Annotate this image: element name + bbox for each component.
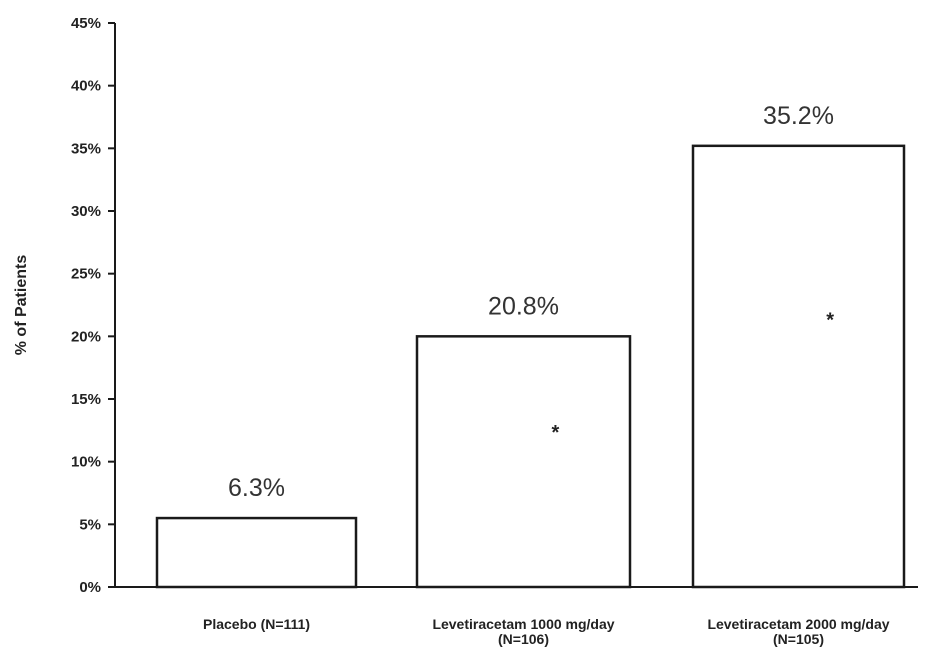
bar-value-label: 35.2%	[763, 102, 834, 130]
y-tick-label: 0%	[79, 579, 101, 596]
bars: 6.3% 20.8% * 35.2% *	[155, 102, 906, 589]
x-axis: Placebo (N=111) Levetiracetam 1000 mg/day…	[115, 586, 918, 647]
y-tick-label: 5%	[79, 516, 101, 533]
y-axis: 0% 5% 10% 15% 20% 25% 30% 35% 40% 45%	[71, 15, 116, 596]
bar	[155, 516, 358, 589]
x-category-label: (N=105)	[773, 631, 824, 647]
y-axis-label: % of Patients	[13, 255, 30, 356]
y-tick-label: 25%	[71, 266, 101, 283]
x-category-label: (N=106)	[498, 631, 549, 647]
y-tick-label: 20%	[71, 328, 101, 345]
significance-marker: *	[552, 422, 560, 444]
y-tick-label: 15%	[71, 391, 101, 408]
significance-marker: *	[826, 310, 834, 332]
y-tick-label: 45%	[71, 15, 101, 32]
y-tick-label: 30%	[71, 203, 101, 220]
y-tick-label: 40%	[71, 78, 101, 95]
y-tick-label: 10%	[71, 454, 101, 471]
x-category-label: Placebo (N=111)	[203, 616, 310, 632]
bar	[415, 335, 632, 589]
bar-value-label: 6.3%	[228, 474, 285, 502]
x-category-label: Levetiracetam 1000 mg/day	[432, 616, 614, 632]
bar	[691, 144, 906, 589]
x-category-label: Levetiracetam 2000 mg/day	[707, 616, 889, 632]
y-tick-label: 35%	[71, 140, 101, 157]
bar-value-label: 20.8%	[488, 292, 559, 320]
